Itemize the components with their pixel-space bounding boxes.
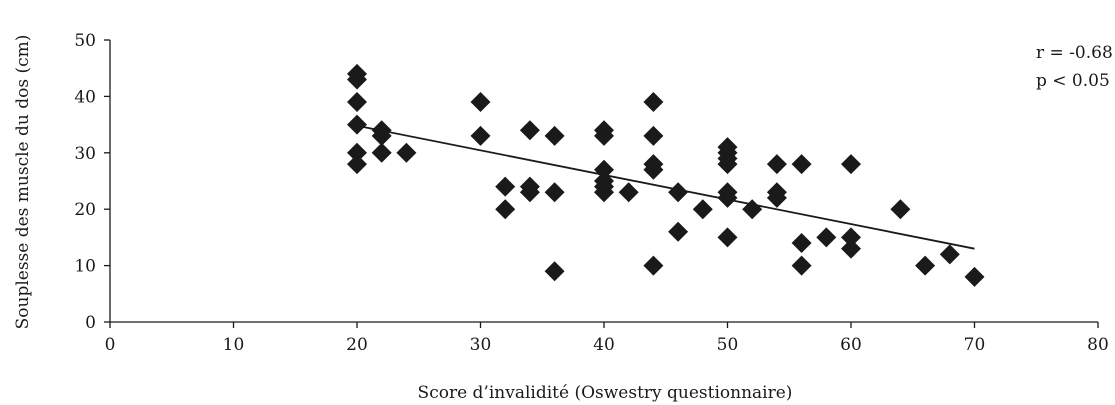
data-point bbox=[643, 255, 664, 276]
data-point bbox=[717, 227, 738, 248]
data-point bbox=[791, 233, 812, 254]
data-point bbox=[470, 125, 491, 146]
data-point bbox=[347, 69, 367, 90]
y-axis-label: Souplesse des muscle du dos (cm) bbox=[13, 35, 33, 330]
x-tick-label: 40 bbox=[593, 335, 615, 355]
data-point bbox=[816, 227, 837, 248]
x-tick-label: 30 bbox=[470, 335, 492, 355]
data-point bbox=[594, 125, 614, 146]
data-point bbox=[841, 227, 861, 248]
data-point bbox=[470, 92, 491, 113]
data-point bbox=[519, 182, 540, 203]
y-tick-label: 0 bbox=[85, 313, 96, 333]
data-point bbox=[371, 142, 392, 163]
data-point bbox=[766, 154, 787, 175]
x-tick-label: 20 bbox=[346, 335, 368, 355]
x-tick-label: 70 bbox=[964, 335, 986, 355]
y-tick-label: 10 bbox=[74, 257, 96, 277]
data-point bbox=[594, 159, 614, 180]
data-point bbox=[791, 255, 812, 276]
data-point bbox=[915, 255, 936, 276]
data-point bbox=[495, 199, 516, 220]
data-point bbox=[396, 142, 417, 163]
data-point bbox=[692, 199, 713, 220]
data-point bbox=[347, 114, 367, 135]
data-point bbox=[544, 182, 565, 203]
x-tick-label: 0 bbox=[105, 335, 116, 355]
data-point bbox=[668, 182, 689, 203]
y-axis-ticks: 0 10 20 30 40 50 bbox=[74, 31, 110, 333]
data-point bbox=[643, 159, 664, 180]
y-tick-label: 30 bbox=[74, 144, 96, 164]
data-point bbox=[742, 199, 763, 220]
trendline bbox=[356, 124, 975, 250]
data-point bbox=[544, 125, 565, 146]
data-point bbox=[668, 221, 689, 242]
data-point bbox=[544, 261, 565, 282]
data-point bbox=[791, 154, 812, 175]
data-point bbox=[519, 120, 540, 141]
y-tick-label: 40 bbox=[74, 87, 96, 107]
x-tick-label: 10 bbox=[223, 335, 245, 355]
data-point bbox=[717, 154, 738, 175]
data-point bbox=[594, 182, 614, 203]
data-point bbox=[841, 238, 861, 259]
data-point bbox=[347, 154, 367, 175]
data-point bbox=[939, 244, 960, 265]
y-tick-label: 20 bbox=[74, 200, 96, 220]
x-axis-ticks: 0 10 20 30 40 50 60 70 80 bbox=[105, 322, 1109, 355]
data-point bbox=[618, 182, 639, 203]
y-tick-label: 50 bbox=[74, 31, 96, 51]
data-point bbox=[371, 125, 392, 146]
data-point bbox=[766, 187, 787, 208]
data-point bbox=[890, 199, 911, 220]
x-tick-label: 80 bbox=[1087, 335, 1109, 355]
data-point bbox=[495, 176, 516, 197]
data-points bbox=[347, 63, 985, 287]
data-point bbox=[643, 125, 664, 146]
x-tick-label: 60 bbox=[840, 335, 862, 355]
p-value-annotation: p < 0.05 bbox=[1036, 71, 1110, 91]
data-point bbox=[964, 266, 985, 287]
x-tick-label: 50 bbox=[717, 335, 739, 355]
x-axis-label: Score d’invalidité (Oswestry questionnai… bbox=[418, 383, 793, 403]
data-point bbox=[347, 142, 367, 163]
correlation-annotation: r = -0.68 bbox=[1036, 43, 1113, 63]
data-point bbox=[347, 92, 367, 113]
data-point bbox=[643, 92, 664, 113]
data-point bbox=[841, 154, 861, 175]
data-point bbox=[717, 187, 738, 208]
